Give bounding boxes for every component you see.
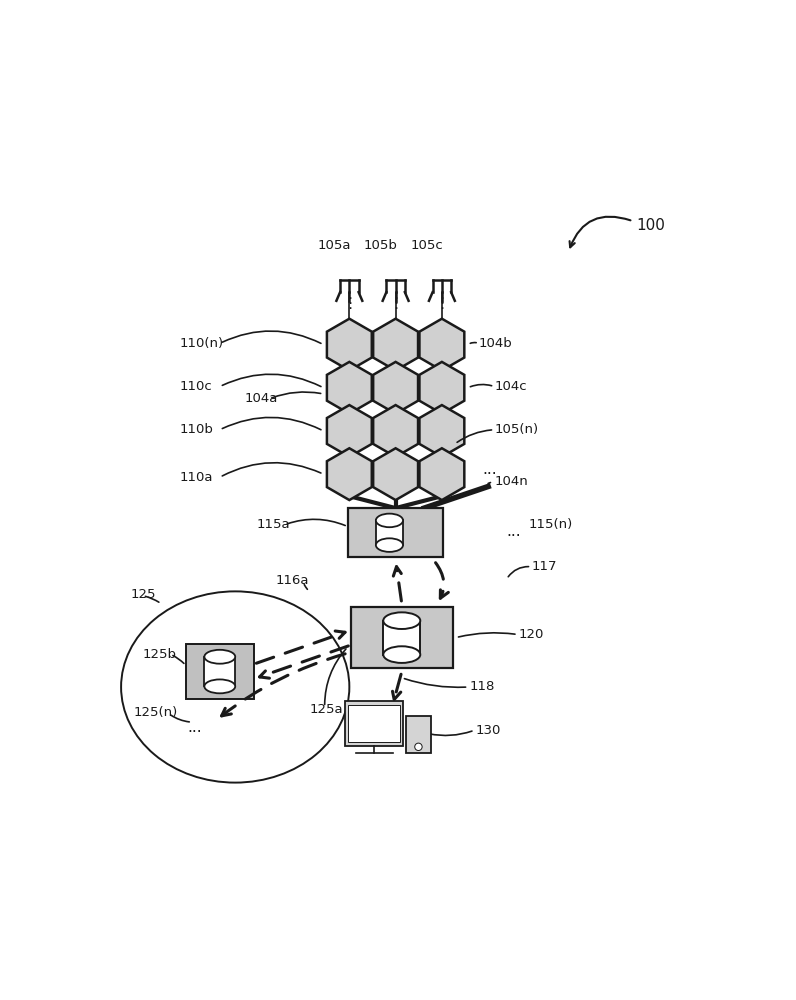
Circle shape [415, 743, 422, 751]
Text: ...: ... [188, 720, 202, 735]
Polygon shape [327, 319, 372, 371]
Text: 115a: 115a [257, 518, 291, 531]
Text: 104n: 104n [494, 475, 528, 488]
Text: ...: ... [506, 524, 521, 539]
Text: 125: 125 [131, 588, 156, 601]
Text: 125(n): 125(n) [134, 706, 178, 719]
Polygon shape [327, 448, 372, 500]
Text: 105(n): 105(n) [494, 423, 538, 436]
Text: 105c: 105c [410, 239, 443, 252]
FancyBboxPatch shape [185, 644, 254, 699]
FancyBboxPatch shape [376, 520, 403, 545]
Text: 125a: 125a [309, 703, 343, 716]
Text: 110a: 110a [180, 471, 213, 484]
Polygon shape [373, 405, 418, 457]
Text: 115(n): 115(n) [529, 518, 572, 531]
Text: 125b: 125b [142, 648, 177, 661]
Text: 105a: 105a [317, 239, 351, 252]
Polygon shape [419, 319, 464, 371]
Ellipse shape [121, 591, 349, 783]
Polygon shape [419, 362, 464, 414]
FancyBboxPatch shape [383, 621, 420, 655]
Polygon shape [419, 405, 464, 457]
Text: 104a: 104a [244, 392, 278, 405]
FancyBboxPatch shape [406, 716, 431, 753]
Ellipse shape [205, 650, 236, 664]
Polygon shape [373, 362, 418, 414]
Ellipse shape [383, 612, 420, 629]
Ellipse shape [205, 679, 236, 693]
FancyBboxPatch shape [345, 701, 404, 746]
FancyBboxPatch shape [351, 607, 453, 668]
Text: 104b: 104b [479, 337, 513, 350]
Text: ⋮: ⋮ [435, 296, 450, 311]
FancyBboxPatch shape [349, 705, 400, 742]
Ellipse shape [383, 646, 420, 663]
Text: ...: ... [482, 462, 497, 477]
Text: 110c: 110c [180, 380, 213, 393]
Polygon shape [373, 448, 418, 500]
Text: 120: 120 [519, 628, 544, 641]
Text: 104c: 104c [494, 380, 527, 393]
Ellipse shape [376, 538, 403, 552]
Text: 118: 118 [470, 680, 495, 693]
Polygon shape [327, 362, 372, 414]
Polygon shape [373, 319, 418, 371]
Text: 130: 130 [476, 724, 501, 737]
Text: ⋮: ⋮ [388, 296, 404, 311]
Text: 100: 100 [636, 218, 665, 233]
Text: ⋮: ⋮ [341, 296, 357, 311]
Polygon shape [327, 405, 372, 457]
Ellipse shape [376, 514, 403, 527]
Text: 110b: 110b [180, 423, 213, 436]
Text: 116a: 116a [275, 574, 309, 587]
Text: 105b: 105b [363, 239, 397, 252]
Text: 117: 117 [531, 560, 557, 573]
FancyBboxPatch shape [205, 657, 236, 686]
Polygon shape [419, 448, 464, 500]
Text: 110(n): 110(n) [180, 337, 224, 350]
FancyBboxPatch shape [348, 508, 443, 557]
